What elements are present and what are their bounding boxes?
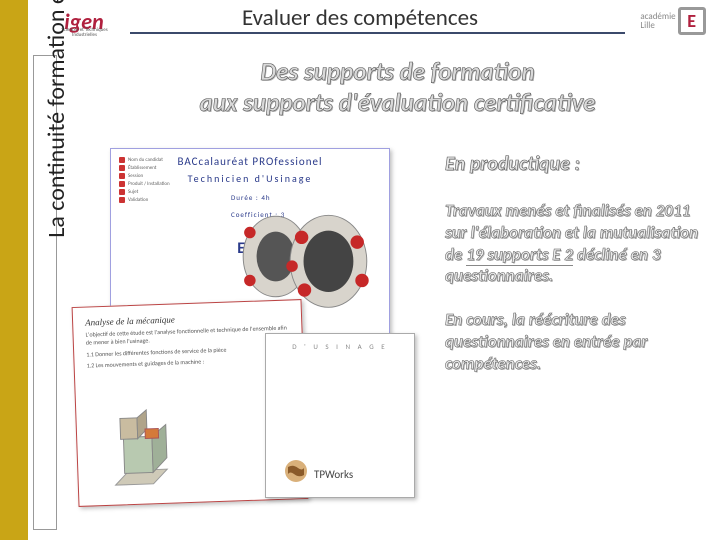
doc2-line: L'objectif de cette étude est l'analyse … <box>85 324 289 347</box>
p1-link[interactable]: 19 supports E 2 <box>466 244 573 266</box>
header: igen Sciences et Techniques Industrielle… <box>0 0 720 42</box>
main-title: Des supports de formation aux supports d… <box>95 56 700 118</box>
doc1-sidebar-item: Sujet <box>119 189 189 195</box>
right-heading: En productique : <box>445 152 708 176</box>
document-stack: Nom du candidat Établissement Session Pr… <box>75 148 425 528</box>
right-column: En productique : Travaux menés et finali… <box>445 152 708 396</box>
academy-logo: académie Lille E <box>634 2 712 40</box>
doc-tpworks: D ' U S I N A G E TPWorks <box>265 333 415 498</box>
right-paragraph-1: Travaux menés et finalisés en 2011 sur l… <box>445 200 708 287</box>
page-title: Evaluer des compétences <box>0 4 720 32</box>
doc1-sidebar-item: Établissement <box>119 165 189 171</box>
main-title-line1: Des supports de formation <box>95 56 700 87</box>
machine-3d-icon <box>96 397 199 495</box>
doc2-line: 1.2 Les mouvements et guidages de la mac… <box>87 356 291 371</box>
academy-e-icon: E <box>678 7 706 35</box>
header-underline <box>130 32 625 34</box>
doc1-sidebar: Nom du candidat Établissement Session Pr… <box>119 157 189 205</box>
vertical-label: La continuité formation évaluation <box>42 0 71 300</box>
academy-label: académie Lille <box>640 12 675 30</box>
left-gold-bar <box>0 0 28 540</box>
doc3-tp-label: TPWorks <box>314 468 353 481</box>
doc1-sidebar-item: Nom du candidat <box>119 157 189 163</box>
doc1-sidebar-item: Validation <box>119 197 189 203</box>
academy-city: Lille <box>640 21 675 30</box>
doc1-sidebar-item: Produit / Installation <box>119 181 189 187</box>
mechanical-part-icon <box>232 199 377 314</box>
doc1-sidebar-item: Session <box>119 173 189 179</box>
globe-icon <box>284 459 308 483</box>
doc3-usinage-label: D ' U S I N A G E <box>266 342 414 351</box>
main-title-line2: aux supports d'évaluation certificative <box>95 87 700 118</box>
right-paragraph-2: En cours, la réécriture des questionnair… <box>445 309 708 374</box>
